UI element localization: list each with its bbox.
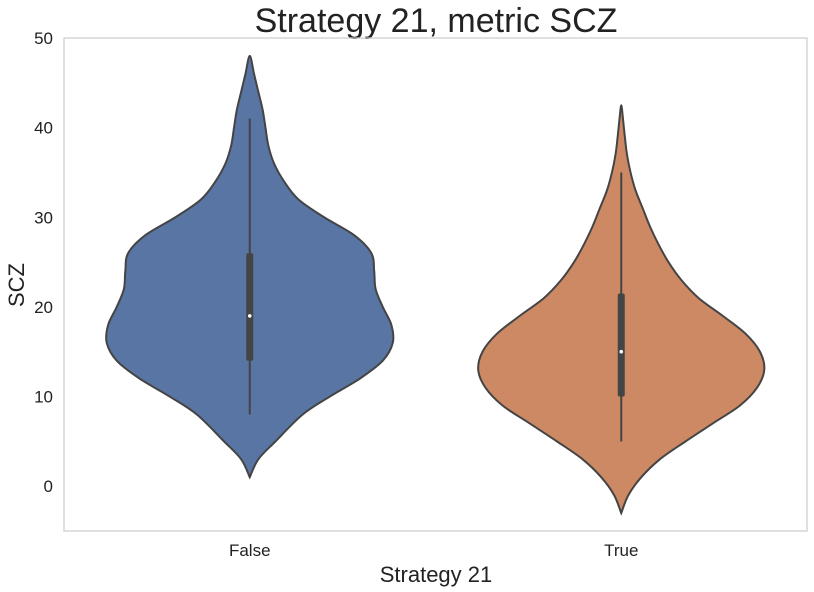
median-point [619,349,624,354]
median-point [247,314,252,318]
iqr-box [246,253,254,361]
y-tick-labels: 0 10 20 30 40 50 [34,29,53,496]
iqr-box [617,293,625,397]
y-tick-label: 10 [34,388,53,407]
x-tick-label: True [604,541,638,560]
y-tick-label: 20 [34,298,53,317]
x-tick-label: False [229,541,271,560]
y-tick-label: 0 [44,477,53,496]
plot-frame [63,37,808,532]
chart-title: Strategy 21, metric SCZ [255,2,618,40]
x-axis-label: Strategy 21 [380,562,493,587]
y-tick-label: 40 [34,119,53,138]
y-axis-label: SCZ [4,263,29,307]
x-tick-labels: False True [229,541,638,560]
y-tick-label: 30 [34,208,53,227]
violins-group [105,54,766,516]
y-tick-label: 50 [34,29,53,48]
